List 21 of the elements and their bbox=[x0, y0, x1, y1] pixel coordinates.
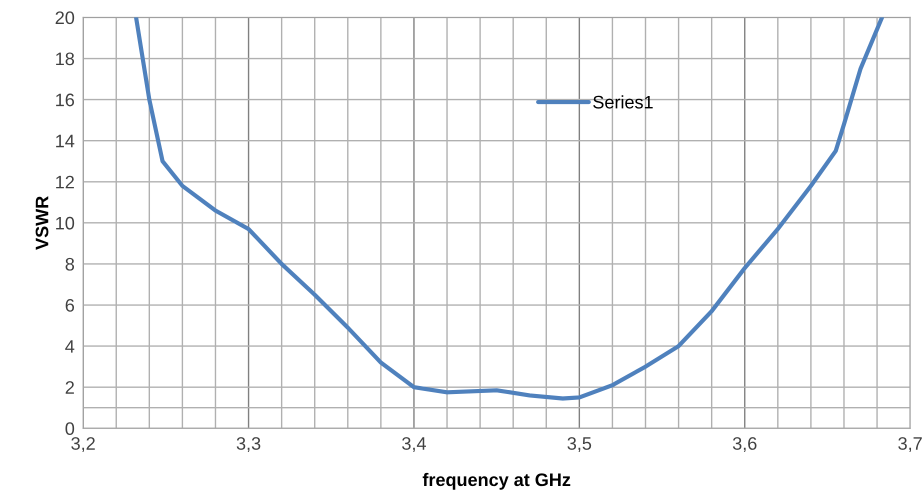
y-tick-label: 6 bbox=[66, 298, 74, 312]
legend-label: Series1 bbox=[593, 95, 653, 109]
x-axis-title: frequency at GHz bbox=[422, 472, 570, 490]
y-tick-label: 18 bbox=[56, 52, 74, 66]
y-tick-label: 2 bbox=[66, 381, 74, 394]
line-series bbox=[134, 17, 884, 401]
y-tick-label: 16 bbox=[56, 94, 74, 106]
x-tick-label: 3,7 bbox=[898, 437, 922, 452]
x-tick-label: 3,4 bbox=[402, 437, 426, 452]
x-tick-label: 3,2 bbox=[71, 437, 95, 452]
y-axis-title: VSWR bbox=[36, 196, 48, 250]
x-tick-label: 3,3 bbox=[236, 437, 260, 452]
y-tick-label: 12 bbox=[56, 176, 74, 188]
y-tick-label: 0 bbox=[65, 422, 74, 435]
y-tick-label: 10 bbox=[56, 216, 74, 230]
y-tick-label: 8 bbox=[66, 258, 74, 271]
x-tick-label: 3,6 bbox=[732, 437, 756, 452]
y-tick-label: 20 bbox=[56, 11, 74, 24]
x-tick-label: 3,5 bbox=[567, 437, 592, 452]
y-tick-label: 4 bbox=[65, 340, 74, 353]
y-tick-label: 14 bbox=[56, 134, 74, 148]
